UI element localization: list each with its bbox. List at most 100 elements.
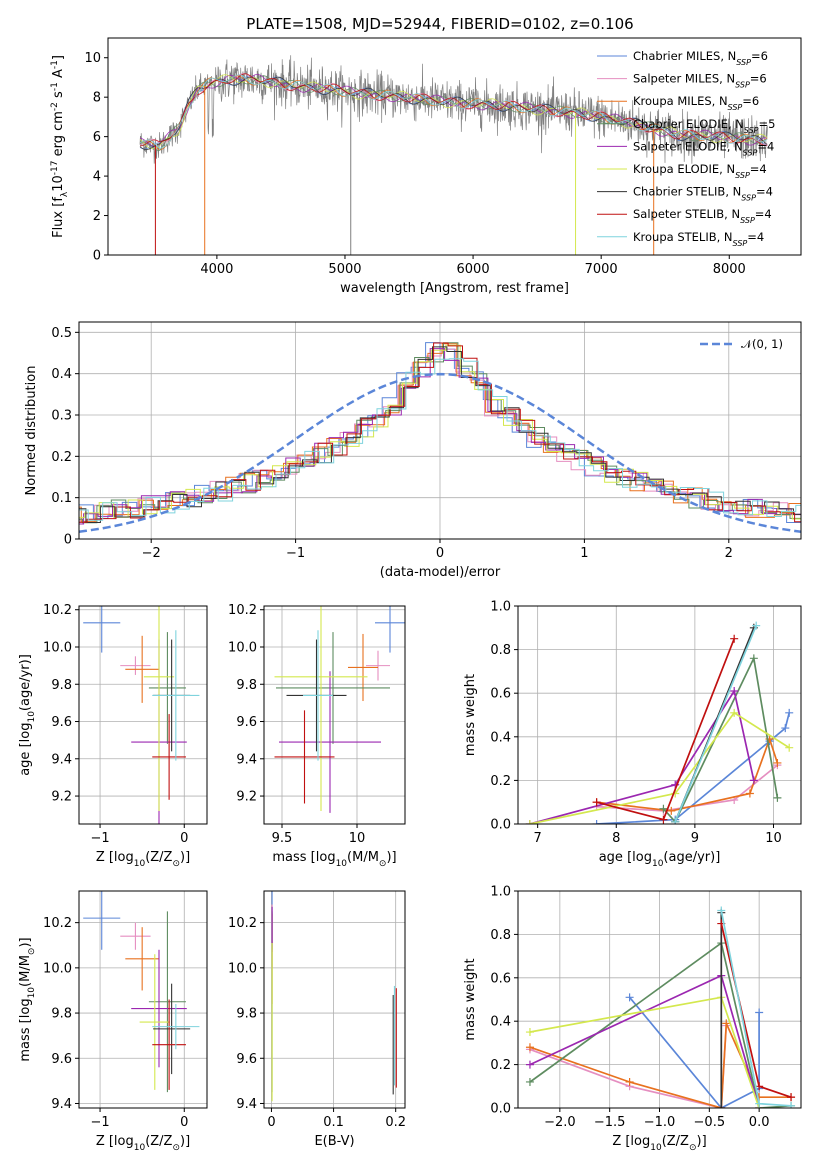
y-tick-label: 9.6 (236, 715, 257, 730)
legend-label: Kroupa STELIB, NSSP=4 (633, 230, 764, 248)
marker-plus (773, 793, 782, 802)
marker-plus (781, 724, 790, 733)
mass-weight-line (662, 655, 779, 824)
y-tick-label: 0.8 (490, 928, 511, 943)
marker-plus (752, 621, 761, 630)
marker-plus (785, 708, 794, 717)
marker-plus (625, 1077, 634, 1086)
marker-plus (745, 789, 754, 798)
marker-plus (625, 993, 634, 1002)
x-tick-label: 0.1 (323, 1115, 344, 1130)
x-tick-label: 0.0 (749, 1115, 770, 1130)
residuals-axes: −2 −1 0 1 2 0 0.1 0.2 0.3 0.4 0.5 (data-model)/erro… (24, 322, 801, 580)
y-tick-label: 9.8 (51, 678, 72, 693)
y-tick-label: 9.4 (51, 752, 72, 767)
y-tick-label: 0.0 (490, 1102, 511, 1117)
legend-label: Kroupa MILES, NSSP=6 (633, 94, 759, 112)
y-tick-label: 0.6 (490, 971, 511, 986)
histogram-step (79, 348, 801, 523)
marker-plus (667, 806, 676, 815)
y-tick-label: 0.4 (490, 1015, 511, 1030)
y-tick-label: 10.0 (43, 961, 72, 976)
y-tick-label: 10.0 (43, 640, 72, 655)
x-axis-label: mass [log10(M/M⊙)] (272, 850, 396, 869)
y-axis-label: Flux [fλ10-17 erg cm-2 s-1 A-1] (50, 55, 70, 238)
age_vs_mass-axes: 9.5 10 9.2 9.4 9.6 9.8 10.0 10.2 mass [log10(M/M… (228, 603, 405, 869)
mass_vs_Z-points (83, 891, 200, 1093)
y-tick-label: 0.2 (490, 1058, 511, 1073)
y-tick-label: 0.8 (490, 643, 511, 658)
x-tick-label: 2 (725, 546, 733, 561)
mass-weight-line (628, 996, 760, 1108)
normal-curve (79, 372, 801, 534)
y-axis-label: age [log10(age/yr)] (18, 654, 37, 776)
x-axis-label: age [log10(age/yr)] (599, 850, 721, 869)
y-tick-label: 10.2 (43, 603, 72, 618)
histograms (79, 342, 801, 534)
y-tick-label: 9.4 (236, 1097, 257, 1112)
y-tick-label: 0.6 (490, 687, 511, 702)
legend-label: Kroupa ELODIE, NSSP=4 (633, 162, 767, 180)
x-axis-label: wavelength [Angstrom, rest frame] (340, 281, 569, 296)
x-tick-label: 9.5 (272, 831, 293, 846)
mass-weight-line (596, 736, 779, 812)
x-tick-label: 4000 (200, 262, 233, 277)
x-tick-label: 9 (691, 831, 699, 846)
age_vs_mass-points (274, 606, 405, 813)
x-tick-label: 6000 (457, 262, 490, 277)
legend-label: Chabrier STELIB, NSSP=4 (633, 185, 773, 203)
x-tick-label: −1 (286, 546, 305, 561)
age_vs_Z-points (83, 606, 200, 824)
y-axis-label: mass [log10(M/M⊙)] (18, 937, 37, 1061)
mass-weight-line (529, 941, 792, 1108)
y-tick-label: 0.1 (51, 491, 72, 506)
y-tick-label: 0.4 (51, 367, 72, 382)
x-axis-label: Z [log10(Z/Z⊙)] (612, 1134, 706, 1153)
y-tick-label: 4 (93, 170, 101, 185)
mass_vs_ebv-points (271, 891, 397, 1102)
marker-plus (730, 708, 739, 717)
y-tick-label: 9.4 (51, 1097, 72, 1112)
x-tick-label: −1.0 (644, 1115, 676, 1130)
x-tick-label: −1.5 (594, 1115, 626, 1130)
y-tick-label: 0.0 (490, 818, 511, 833)
y-tick-label: 2 (93, 209, 101, 224)
marker-plus (592, 798, 601, 807)
x-tick-label: 7 (534, 831, 542, 846)
marker-plus (592, 820, 601, 824)
y-tick-label: 10.2 (228, 916, 257, 931)
marker-plus (525, 1043, 534, 1052)
model-fit-line (139, 74, 768, 149)
marker-plus (749, 654, 758, 663)
spectrum-frame (107, 37, 802, 256)
marker-plus (659, 815, 668, 824)
figure-title: PLATE=1508, MJD=52944, FIBERID=0102, z=0… (246, 15, 633, 33)
x-tick-label: 0 (436, 546, 444, 561)
massweight_vs_Z-lines (525, 906, 796, 1108)
mass-weight-line (529, 711, 790, 824)
x-axis-label: Z [log10(Z/Z⊙)] (96, 850, 190, 869)
marker-plus (525, 1077, 534, 1086)
marker-plus (749, 776, 758, 785)
marker-plus (671, 817, 680, 824)
y-tick-label: 0.2 (490, 774, 511, 789)
y-tick-label: 9.2 (236, 790, 257, 805)
y-tick-label: 10.0 (228, 961, 257, 976)
legend-label: Chabrier MILES, NSSP=6 (633, 49, 768, 67)
x-tick-label: 0 (180, 1115, 188, 1130)
y-tick-label: 10.2 (43, 916, 72, 931)
histogram-step (79, 348, 801, 525)
x-tick-label: 5000 (328, 262, 361, 277)
y-tick-label: 0.2 (51, 450, 72, 465)
residuals-frame (78, 321, 802, 540)
y-tick-label: 1.0 (490, 600, 511, 615)
age_vs_mass-frame (263, 605, 406, 825)
x-tick-label: 8 (612, 831, 620, 846)
marker-plus (525, 820, 534, 824)
mass_vs_Z-axes: −1 0 9.4 9.6 9.8 10.0 10.2 Z [log10(Z/Z⊙)] mass … (18, 891, 207, 1153)
y-tick-label: 0.5 (51, 326, 72, 341)
y-tick-label: 9.8 (236, 1007, 257, 1022)
legend-label: Salpeter MILES, NSSP=6 (633, 72, 767, 90)
histogram-step (79, 358, 801, 521)
y-tick-label: 9.6 (236, 1052, 257, 1067)
